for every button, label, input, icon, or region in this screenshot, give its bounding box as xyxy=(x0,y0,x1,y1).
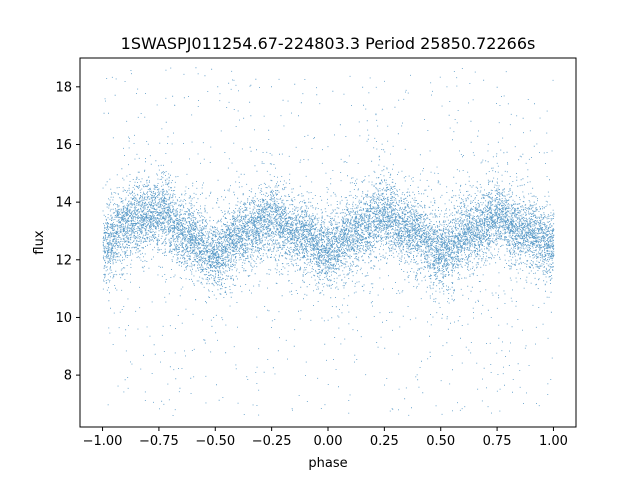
y-tick-label: 10 xyxy=(55,311,72,326)
x-tick-label: −0.50 xyxy=(195,434,235,449)
y-tick-label: 18 xyxy=(55,80,72,95)
y-tick-label: 12 xyxy=(55,253,72,268)
plot-area xyxy=(102,67,555,417)
x-tick-label: 0.75 xyxy=(483,434,512,449)
x-tick-label: −0.25 xyxy=(252,434,292,449)
y-tick-label: 14 xyxy=(55,196,72,211)
y-axis: 8 10 12 14 16 18 xyxy=(55,80,80,384)
x-tick-label: 0.00 xyxy=(314,434,343,449)
x-tick-label: −1.00 xyxy=(83,434,123,449)
chart-title: 1SWASPJ011254.67-224803.3 Period 25850.7… xyxy=(121,34,536,53)
x-tick-label: −0.75 xyxy=(139,434,179,449)
y-axis-label: flux xyxy=(32,230,47,254)
x-axis-label: phase xyxy=(308,456,347,471)
x-axis: −1.00 −0.75 −0.50 −0.25 0.00 0.25 0.50 0.75 1.00 xyxy=(83,427,568,449)
y-tick-label: 8 xyxy=(64,369,72,384)
x-tick-label: 0.25 xyxy=(370,434,399,449)
scatter-points xyxy=(102,67,555,417)
y-tick-label: 16 xyxy=(55,138,72,153)
x-tick-label: 1.00 xyxy=(539,434,568,449)
x-tick-label: 0.50 xyxy=(426,434,455,449)
